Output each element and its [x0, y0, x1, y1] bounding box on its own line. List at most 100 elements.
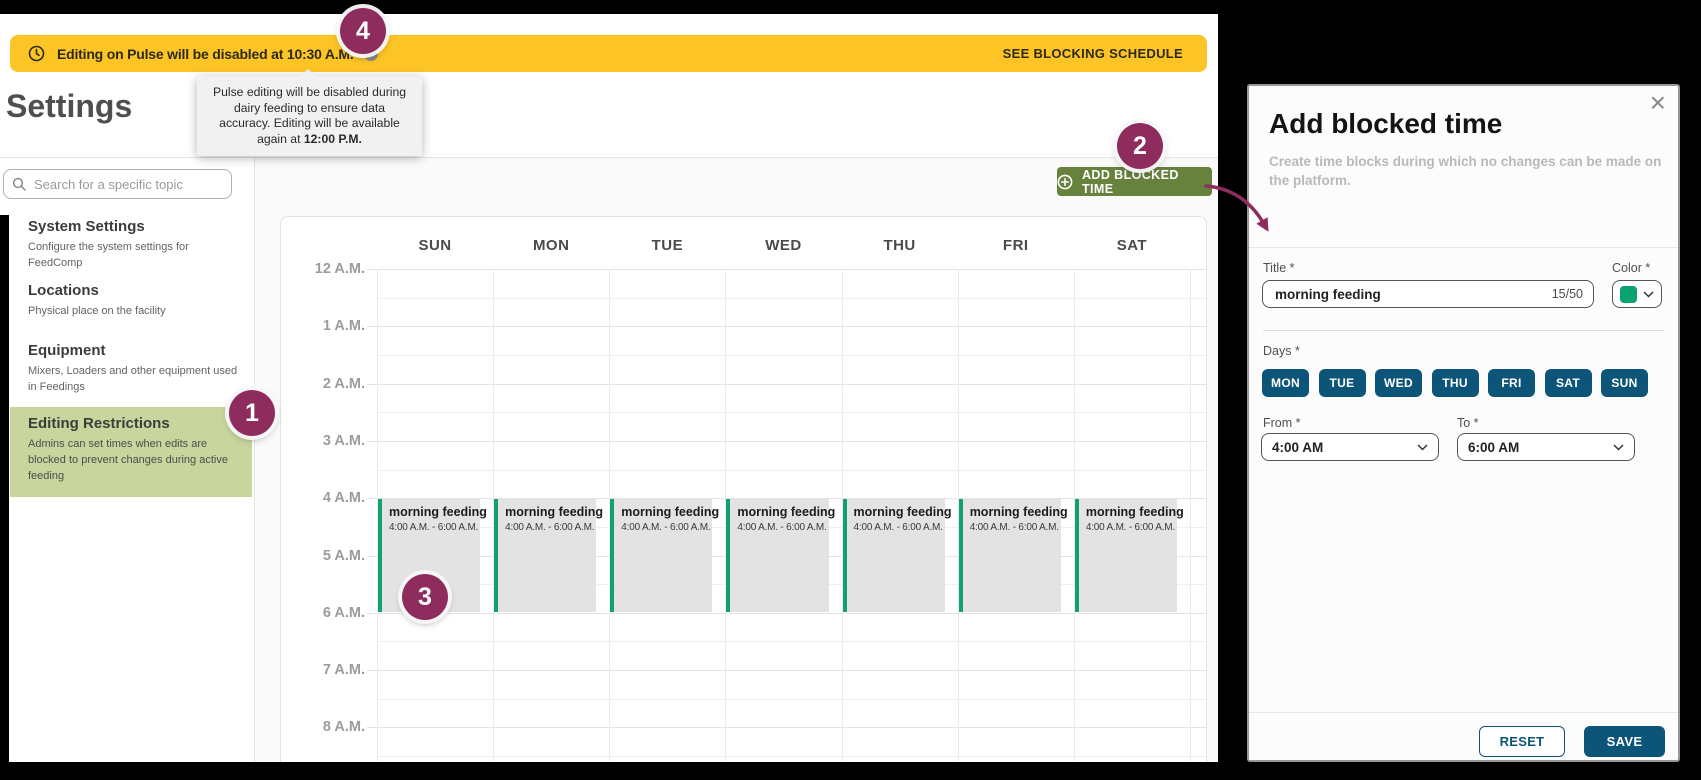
sidebar-search[interactable] [3, 169, 232, 199]
day-toggle-sat[interactable]: SAT [1544, 369, 1592, 397]
sidebar-item-equipment[interactable]: Equipment Mixers, Loaders and other equip… [10, 334, 252, 398]
blocked-time-event-fri[interactable]: morning feeding 4:00 A.M. - 6:00 A.M. [958, 498, 1068, 613]
hour-label: 4 A.M. [322, 490, 365, 507]
blocked-time-event-wed[interactable]: morning feeding 4:00 A.M. - 6:00 A.M. [726, 498, 836, 613]
event-title: morning feeding [389, 504, 487, 519]
reset-button[interactable]: RESET [1479, 726, 1565, 757]
add-blocked-time-panel: × Add blocked time Create time blocks du… [1247, 84, 1680, 762]
hour-label: 8 A.M. [322, 719, 365, 736]
column-gridline [957, 269, 959, 761]
hour-label: 2 A.M. [322, 375, 365, 392]
search-input[interactable] [32, 175, 221, 193]
panel-divider-title [1263, 330, 1664, 331]
day-toggle-thu[interactable]: THU [1431, 369, 1479, 397]
sidebar-divider [254, 157, 255, 762]
hour-gridline [367, 383, 1206, 385]
sidebar-item-desc: Admins can set times when edits are bloc… [28, 438, 228, 482]
plus-icon [1057, 174, 1073, 190]
save-button[interactable]: SAVE [1584, 726, 1665, 757]
calendar-day-header-thu: THU [883, 237, 916, 254]
hour-label: 1 A.M. [322, 318, 365, 335]
event-title: morning feeding [621, 504, 720, 519]
half-hour-gridline [377, 641, 1206, 643]
day-toggle-sun[interactable]: SUN [1601, 369, 1648, 397]
column-gridline [1073, 269, 1075, 761]
sidebar-item-title: Editing Restrictions [28, 415, 170, 432]
hour-label: 7 A.M. [322, 662, 365, 679]
hour-label: 3 A.M. [322, 432, 365, 449]
chevron-down-icon [1613, 443, 1624, 451]
day-toggle-tue[interactable]: TUE [1318, 369, 1366, 397]
event-time-range: 4:00 A.M. - 6:00 A.M. [853, 521, 943, 533]
clock-icon [28, 45, 45, 62]
day-toggle-wed[interactable]: WED [1375, 369, 1422, 397]
half-hour-gridline [377, 698, 1206, 700]
panel-subtitle: Create time blocks during which no chang… [1269, 154, 1662, 188]
hour-gridline [367, 440, 1206, 442]
title-field-label: Title * [1263, 261, 1295, 275]
chevron-down-icon [1643, 290, 1654, 298]
event-time-range: 4:00 A.M. - 6:00 A.M. [1085, 521, 1176, 533]
calendar-day-header-wed: WED [765, 237, 802, 254]
blocked-time-event-mon[interactable]: morning feeding 4:00 A.M. - 6:00 A.M. [494, 498, 603, 613]
day-toggle-mon[interactable]: MON [1262, 369, 1309, 397]
close-icon[interactable]: × [1649, 87, 1666, 118]
hour-gridline [367, 326, 1206, 328]
event-time-range: 4:00 A.M. - 6:00 A.M. [389, 521, 479, 533]
blocked-times-calendar: SUN MON TUE WED THU FRI SAT 12 A.M. 1 A.M. 2 A.M.… [280, 216, 1207, 762]
title-input[interactable] [1273, 285, 1544, 303]
hour-gridline [367, 612, 1206, 614]
color-field-label: Color * [1612, 261, 1651, 275]
days-field-label: Days * [1263, 344, 1300, 358]
annotation-step-4: 4 [340, 8, 386, 54]
header-divider [0, 157, 1218, 158]
days-button-group: MON TUE WED THU FRI SAT SUN [1262, 369, 1648, 397]
color-dropdown[interactable] [1612, 280, 1662, 308]
to-field-label: To * [1457, 416, 1479, 430]
from-time-select[interactable]: 4:00 AM [1261, 433, 1439, 461]
sidebar-item-editing-restrictions[interactable]: Editing Restrictions Admins can set times… [10, 407, 252, 497]
hour-gridline [367, 670, 1206, 672]
banner-text: Editing on Pulse will be disabled at 10:… [57, 45, 354, 62]
hour-label: 6 A.M. [322, 604, 365, 621]
half-hour-gridline [377, 412, 1206, 414]
column-gridline [609, 269, 611, 761]
half-hour-gridline [377, 469, 1206, 471]
to-time-select[interactable]: 6:00 AM [1457, 433, 1635, 461]
panel-divider-bottom [1249, 712, 1678, 713]
annotation-step-2: 2 [1117, 123, 1163, 169]
page-title: Settings [6, 88, 133, 124]
blocked-time-event-sat[interactable]: morning feeding 4:00 A.M. - 6:00 A.M. [1074, 498, 1184, 613]
event-time-range: 4:00 A.M. - 6:00 A.M. [505, 521, 595, 533]
left-edge-mask [0, 215, 9, 762]
panel-divider-top [1249, 247, 1678, 248]
calendar-day-header-sun: SUN [418, 237, 452, 254]
day-toggle-fri[interactable]: FRI [1488, 369, 1535, 397]
event-time-range: 4:00 A.M. - 6:00 A.M. [737, 521, 827, 533]
search-icon [12, 177, 26, 191]
from-field-label: From * [1263, 416, 1301, 430]
calendar-day-header-sat: SAT [1116, 237, 1148, 254]
sidebar-item-system-settings[interactable]: System Settings Configure the system sett… [10, 210, 252, 269]
event-title: morning feeding [737, 504, 836, 519]
sidebar-item-locations[interactable]: Locations Physical place on the facility [10, 274, 252, 324]
blocking-banner: Editing on Pulse will be disabled at 10:… [10, 35, 1207, 72]
column-gridline [377, 269, 378, 761]
tooltip-text: Pulse editing will be disabled during da… [212, 85, 407, 146]
title-field[interactable]: 15/50 [1262, 280, 1594, 308]
blocked-time-event-tue[interactable]: morning feeding 4:00 A.M. - 6:00 A.M. [610, 498, 720, 613]
annotation-step-1: 1 [229, 390, 275, 436]
add-blocked-time-label: ADD BLOCKED TIME [1082, 167, 1179, 196]
blocked-time-event-thu[interactable]: morning feeding 4:00 A.M. - 6:00 A.M. [842, 498, 951, 613]
half-hour-gridline [377, 756, 1206, 758]
event-title: morning feeding [1085, 504, 1184, 519]
column-gridline [493, 269, 495, 761]
sidebar-item-desc: Configure the system settings for FeedCo… [28, 241, 189, 269]
column-gridline [841, 269, 843, 761]
add-blocked-time-button[interactable]: ADD BLOCKED TIME [1057, 167, 1212, 196]
event-title: morning feeding [969, 504, 1068, 519]
column-gridline [1189, 269, 1191, 761]
see-blocking-schedule-link[interactable]: SEE BLOCKING SCHEDULE [1002, 46, 1183, 61]
char-counter: 15/50 [1551, 287, 1583, 301]
